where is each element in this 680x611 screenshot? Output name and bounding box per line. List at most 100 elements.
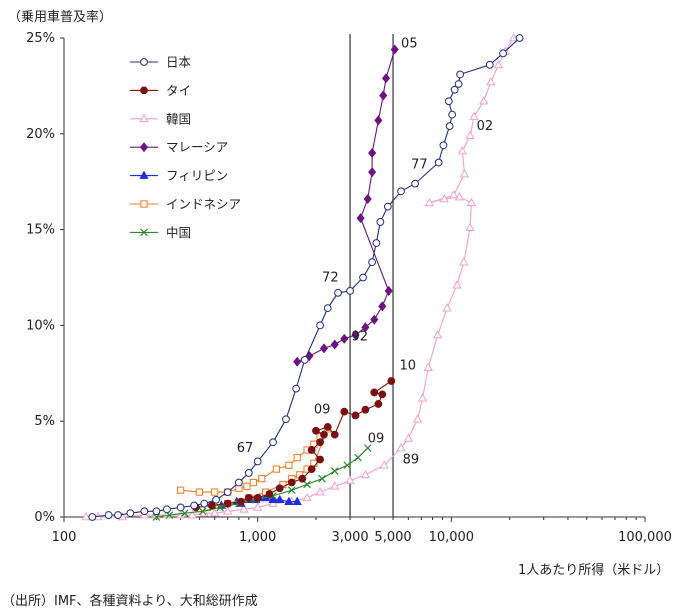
data-point [509,32,519,42]
annotation-label: 89 [403,452,420,467]
data-point [340,407,349,416]
y-tick-label: 5% [34,414,55,429]
data-point [383,202,392,211]
data-point [340,333,349,344]
data-point [298,474,307,483]
data-point [368,258,377,267]
legend-item: 中国 [130,225,191,240]
data-point [403,433,414,442]
legend-marker [139,170,149,179]
data-point [293,454,301,462]
series-2 [192,377,396,512]
data-point [381,73,391,84]
data-point [104,511,113,519]
data-point [445,122,454,131]
legend-marker [139,113,149,123]
data-point [457,146,468,155]
data-point [140,507,149,516]
data-point [249,478,257,487]
data-point [176,503,185,512]
data-point [454,80,463,88]
data-point [433,329,443,339]
series-line [86,37,515,518]
data-point [323,304,332,313]
data-point [360,469,371,479]
legend-item: マレーシア [130,140,228,155]
data-point [372,239,381,247]
legend-marker [139,142,149,153]
legend-label: フィリピン [166,168,228,183]
data-point [450,85,459,94]
data-point [244,469,253,477]
data-point [442,303,452,312]
data-point [368,147,377,158]
annotation-label: 09 [314,403,331,418]
data-point [126,509,135,518]
data-point [114,511,122,519]
data-point [469,111,479,120]
data-point [282,415,290,424]
annotation-label: 92 [351,330,368,345]
data-point [351,329,360,340]
data-point [439,141,448,150]
legend-marker [140,58,148,66]
data-point [361,405,370,414]
data-point [265,490,274,498]
data-point [485,60,494,69]
data-point [374,115,383,126]
data-point [412,414,423,423]
legend-item: インドネシア [130,197,241,212]
annotation-label: 02 [477,119,494,134]
legend-item: 韓国 [130,111,191,126]
annotation-label: 05 [401,37,418,52]
data-point [384,285,393,296]
data-point [253,457,262,466]
data-point [319,343,329,354]
series-4 [293,44,399,367]
data-point [253,493,262,502]
data-point [284,496,294,505]
data-point [351,411,360,420]
legend-item: 日本 [130,55,192,70]
data-point [211,488,219,496]
data-point [243,482,251,490]
data-point [397,187,405,196]
data-point [486,77,496,86]
data-point [354,453,362,462]
data-point [417,393,428,402]
data-point [195,488,203,496]
data-point [285,461,293,469]
data-point [323,423,332,431]
data-point [330,430,339,439]
data-point [396,442,406,452]
data-point [275,494,285,504]
data-point [316,455,324,464]
x-tick-label: 100,000 [618,530,672,545]
data-point [318,474,326,483]
data-point [293,356,302,367]
data-point [345,475,355,484]
data-point [444,97,453,106]
plot-area: 0% 5% 10% 15% 20% 25% 100 1,000 3,000 5,000 10,000… [26,31,672,545]
x-tick-label: 5,000 [374,530,411,545]
legend-label: タイ [166,83,191,98]
annotation-label: 72 [322,270,339,285]
legend-label: 日本 [166,55,192,70]
y-tick-label: 10% [26,318,55,333]
y-tick-label: 0% [34,510,55,525]
data-point [239,504,249,513]
data-point [368,167,377,178]
x-tick-label: 100 [52,530,77,545]
data-point [315,487,325,496]
x-tick-label: 10,000 [429,530,475,545]
data-point [346,287,354,295]
series-1 [88,34,524,521]
legend-label: マレーシア [166,140,228,155]
data-point [434,158,443,167]
data-point [459,169,470,178]
data-point [363,444,372,452]
annotation-label: 10 [400,358,417,373]
data-point [387,377,396,385]
